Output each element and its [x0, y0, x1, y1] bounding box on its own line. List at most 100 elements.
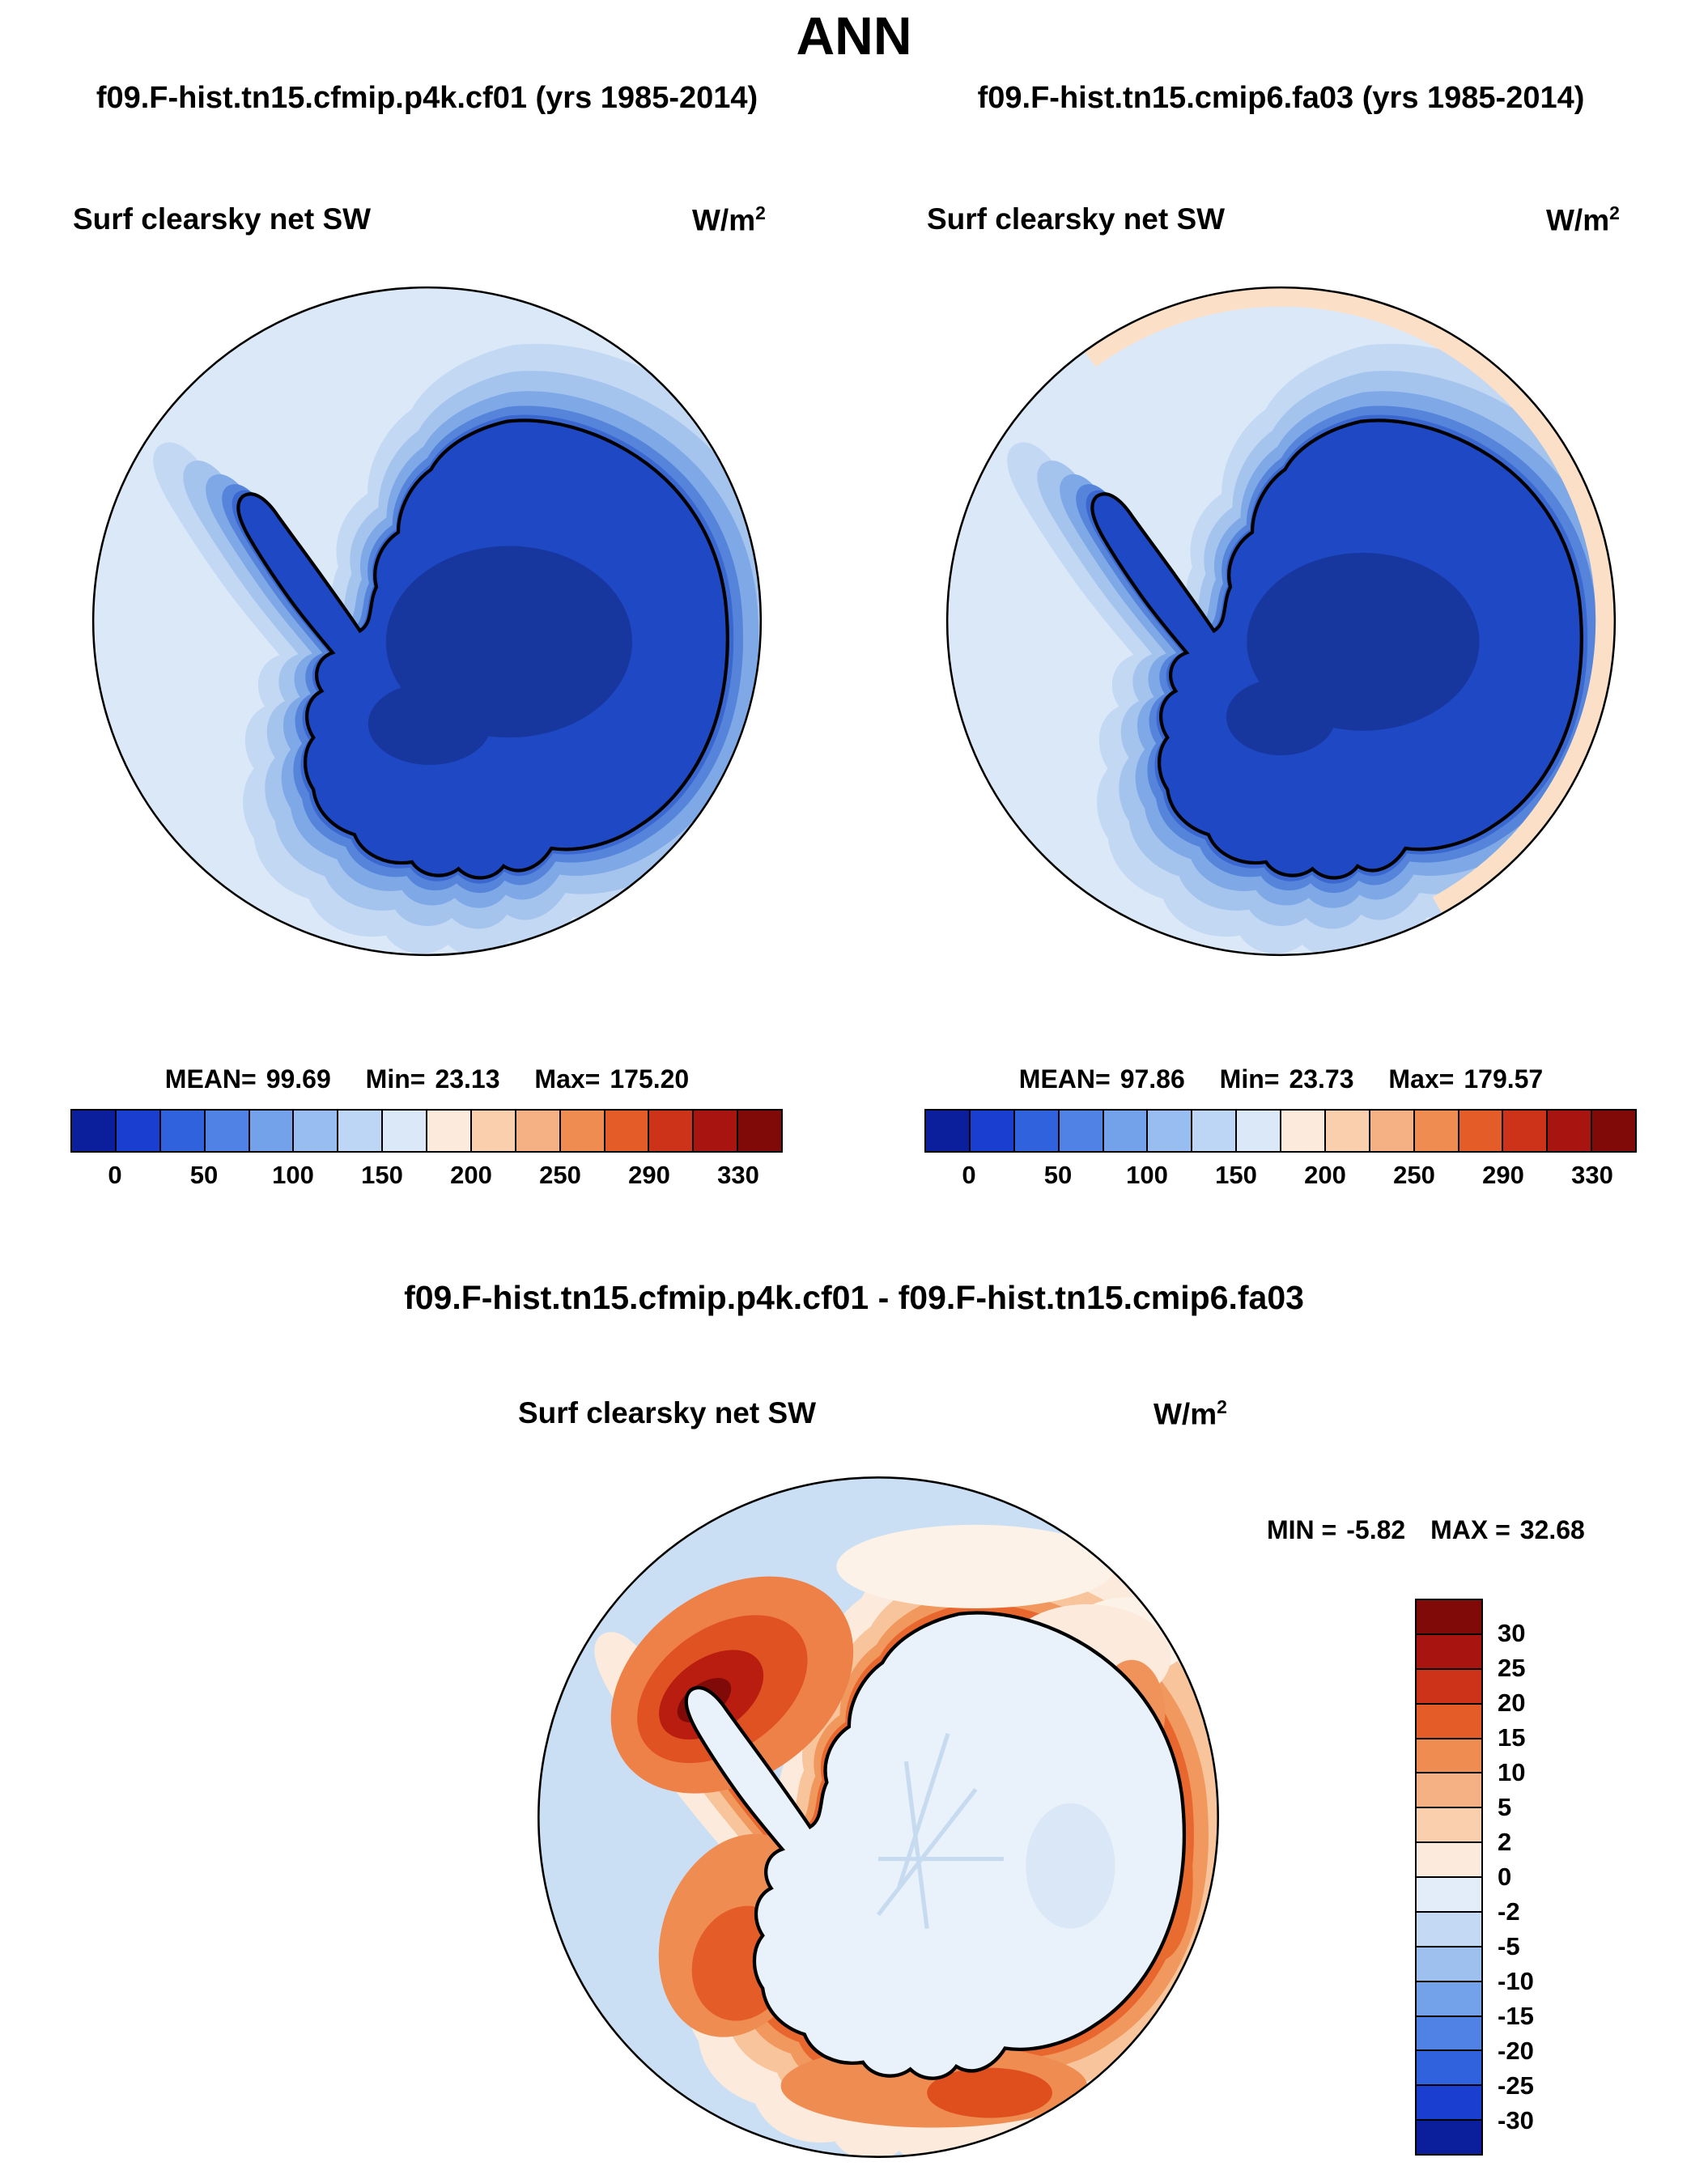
- min-label: Min=: [1219, 1064, 1280, 1094]
- min-label: MIN =: [1267, 1515, 1337, 1544]
- diff-title: f09.F-hist.tn15.cfmip.p4k.cf01 - f09.F-h…: [404, 1279, 1304, 1316]
- map-right-antarctica: [945, 286, 1617, 957]
- colorbar-tick-label: 5: [1498, 1793, 1512, 1821]
- colorbar-segment: [338, 1111, 384, 1151]
- colorbar-segment: [1192, 1111, 1238, 1151]
- units-exponent: 2: [1609, 202, 1620, 223]
- colorbar-segment: [926, 1111, 971, 1151]
- colorbar-segment: [649, 1111, 695, 1151]
- diff-minmax: MIN = -5.82 MAX = 32.68: [1267, 1515, 1603, 1545]
- map-right-contours: [947, 287, 1615, 955]
- colorbar-tick-label: 200: [450, 1161, 492, 1189]
- colorbar-segment: [1148, 1111, 1193, 1151]
- colorbar-tick-label: 0: [108, 1161, 122, 1189]
- run-title-right: f09.F-hist.tn15.cmip6.fa03 (yrs 1985-201…: [977, 81, 1585, 115]
- colorbar-segment: [694, 1111, 739, 1151]
- colorbar-diff-ticks: 30 25 20 15 10 5 2 0 -2 -5 -10 -15 -20 -25 -30: [1498, 1599, 1595, 2156]
- colorbar-segment: [160, 1111, 206, 1151]
- stats-left: MEAN= 99.69 Min= 23.13 Max= 175.20: [0, 1064, 854, 1094]
- colorbar-segment: [1370, 1111, 1415, 1151]
- colorbar-tick-label: 150: [361, 1161, 403, 1189]
- units-label-right: W/m2: [1546, 202, 1620, 237]
- max-label: MAX =: [1430, 1515, 1510, 1544]
- colorbar-segment: [1014, 1111, 1060, 1151]
- colorbar-segment: [249, 1111, 295, 1151]
- min-label: Min=: [365, 1064, 426, 1094]
- units-base: W/m: [692, 203, 756, 237]
- colorbar-diff-wrap: 30 25 20 15 10 5 2 0 -2 -5 -10 -15 -20 -25 -30: [1415, 1599, 1534, 2156]
- colorbar-tick-label: 150: [1215, 1161, 1257, 1189]
- field-label-left: Surf clearsky net SW: [73, 202, 372, 236]
- run-title-left: f09.F-hist.tn15.cfmip.p4k.cf01 (yrs 1985…: [96, 81, 758, 115]
- map-difference-antarctica: [537, 1476, 1219, 2158]
- continent-interior-low: [1226, 678, 1336, 756]
- colorbar-segment: [1592, 1111, 1635, 1151]
- colorbar-segment: [1417, 1808, 1481, 1844]
- main-title: ANN: [796, 6, 912, 66]
- colorbar-segment: [1503, 1111, 1549, 1151]
- colorbar-tick-label: 50: [189, 1161, 219, 1189]
- weak-diff-patch: [836, 1524, 1115, 1608]
- colorbar-segment: [970, 1111, 1015, 1151]
- continent-interior-streaks: [876, 1733, 1004, 1929]
- colorbar-segment: [1417, 2121, 1481, 2154]
- min-value: 23.73: [1289, 1064, 1354, 1094]
- panel-left: Surf clearsky net SW W/m2 MEAN= 99.69 Min…: [0, 190, 854, 1210]
- max-label: Max=: [1388, 1064, 1455, 1094]
- max-value: 32.68: [1519, 1515, 1585, 1544]
- warm-edge-crescent: [947, 287, 1615, 955]
- colorbar-segment: [1417, 1600, 1481, 1635]
- colorbar-segment: [1417, 2086, 1481, 2122]
- field-label-right: Surf clearsky net SW: [927, 202, 1226, 236]
- colorbar-segment: [1459, 1111, 1504, 1151]
- min-value: 23.13: [435, 1064, 500, 1094]
- colorbar-tick-label: 2: [1498, 1828, 1512, 1856]
- colorbar-segment: [1417, 1843, 1481, 1878]
- colorbar-tick-label: 15: [1498, 1723, 1526, 1752]
- field-label-diff: Surf clearsky net SW: [518, 1396, 817, 1429]
- colorbar-segment: [1237, 1111, 1281, 1151]
- continent-interior-low: [368, 682, 491, 765]
- positive-anomaly-hotspot: [927, 2067, 1052, 2118]
- colorbar-tick-label: 250: [539, 1161, 581, 1189]
- colorbar-right: [924, 1109, 1637, 1153]
- max-value: 175.20: [610, 1064, 690, 1094]
- mean-value: 99.69: [266, 1064, 331, 1094]
- units-exponent: 2: [1217, 1396, 1227, 1417]
- colorbar-tick-label: 250: [1393, 1161, 1435, 1189]
- colorbar-segment: [1417, 2051, 1481, 2087]
- colorbar-tick-label: 200: [1304, 1161, 1346, 1189]
- colorbar-tick-label: 290: [1482, 1161, 1524, 1189]
- colorbar-segment: [1417, 1773, 1481, 1809]
- colorbar-segment: [1417, 1634, 1481, 1670]
- colorbar-segment: [1417, 1704, 1481, 1739]
- min-value: -5.82: [1346, 1515, 1406, 1544]
- colorbar-segment: [116, 1111, 161, 1151]
- colorbar-tick-label: -10: [1498, 1967, 1534, 1995]
- colorbar-tick-label: 0: [1498, 1863, 1512, 1891]
- mean-value: 97.86: [1120, 1064, 1185, 1094]
- colorbar-tick-label: -2: [1498, 1897, 1520, 1926]
- max-label: Max=: [534, 1064, 601, 1094]
- continent-interior-negative-patch: [1026, 1803, 1115, 1929]
- colorbar-segment: [1103, 1111, 1149, 1151]
- colorbar-tick-label: -20: [1498, 2037, 1534, 2065]
- colorbar-diff: [1415, 1599, 1483, 2156]
- map-boundary-circle: [537, 1476, 1219, 2158]
- colorbar-segment: [1417, 1981, 1481, 2017]
- colorbar-segment: [1417, 1912, 1481, 1948]
- units-base: W/m: [1546, 203, 1610, 237]
- map-boundary-circle: [91, 286, 763, 957]
- panel-right: Surf clearsky net SW W/m2 MEAN= 97.86 Min…: [854, 190, 1708, 1210]
- colorbar-tick-label: 290: [628, 1161, 670, 1189]
- colorbar-segment: [738, 1111, 781, 1151]
- map-boundary-circle: [945, 286, 1617, 957]
- colorbar-tick-label: 30: [1498, 1619, 1526, 1647]
- colorbar-right-wrap: 0 50 100 150 200 250 290 330: [924, 1109, 1637, 1198]
- colorbar-left-wrap: 0 50 100 150 200 250 290 330: [70, 1109, 783, 1198]
- colorbar-segment: [72, 1111, 117, 1151]
- colorbar-segment: [1417, 1947, 1481, 1982]
- units-exponent: 2: [755, 202, 766, 223]
- colorbar-segment: [383, 1111, 427, 1151]
- colorbar-tick-label: 50: [1043, 1161, 1073, 1189]
